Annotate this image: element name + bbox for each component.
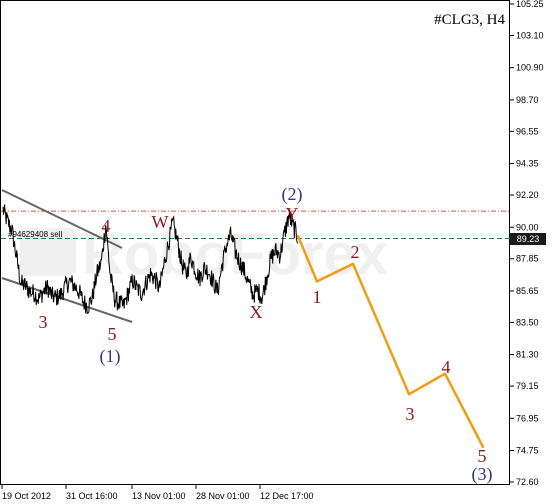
y-tick-label: 87.85 [516,254,539,264]
symbol-label: #CLG3, H4 [434,12,505,28]
wave-label: Y [286,204,299,224]
price-series-line [2,204,299,315]
wave-label: 3 [39,312,48,332]
wave-label: X [250,302,263,322]
forecast-segment [407,372,447,396]
wave-label: (1) [100,346,121,367]
y-tick-label: 83.50 [516,317,539,327]
wave-label: W [152,212,169,232]
y-tick-label: 105.25 [516,0,544,9]
price-levels [1,210,510,240]
y-tick-label: 92.20 [516,190,539,200]
wave-label: 4 [102,216,111,236]
wave-label: 5 [478,446,487,466]
axis-ticks: 105.25 103.10 100.90 98.70 96.55 94.35 92.20 90… [1,0,544,501]
wave-label: 4 [442,357,451,377]
wave-label: 3 [406,404,415,424]
wave-label: (2) [282,184,303,205]
current-price-text: 89.23 [517,234,540,244]
x-tick-label: 31 Oct 16:00 [66,491,118,501]
forecast-segment [315,262,355,283]
forecast-series [296,234,485,449]
watermark-logo-icon [20,228,76,276]
forecast-segment [351,262,411,396]
y-tick-label: 100.90 [516,63,544,73]
y-tick-label: 94.35 [516,159,539,169]
plot-frame [0,0,510,485]
x-tick-label: 28 Nov 01:00 [196,491,250,501]
x-tick-label: 12 Dec 17:00 [260,491,314,501]
x-tick-label: 19 Oct 2012 [2,491,51,501]
y-tick-label: 98.70 [516,95,539,105]
y-tick-label: 90.00 [516,222,539,232]
y-tick-label: 76.95 [516,413,539,423]
wave-label: (3) [472,464,493,485]
x-tick-label: 13 Nov 01:00 [132,491,186,501]
wave-label: 2 [351,242,360,262]
y-tick-label: 85.65 [516,286,539,296]
y-tick-label: 74.75 [516,446,539,456]
y-tick-label: 96.55 [516,126,539,136]
channel-upper-line [1,189,123,249]
wave-label: 1 [313,287,322,307]
order-label: #94629408 sell [8,230,62,239]
forecast-segment [443,372,485,449]
wave-label: 5 [108,324,117,344]
forecast-segment [296,234,319,283]
y-tick-label: 79.15 [516,381,539,391]
current-price-tag: 89.23 [510,233,546,245]
y-tick-label: 81.30 [516,350,539,360]
y-tick-label: 103.10 [516,30,544,40]
y-tick-label: 72.60 [516,477,539,487]
